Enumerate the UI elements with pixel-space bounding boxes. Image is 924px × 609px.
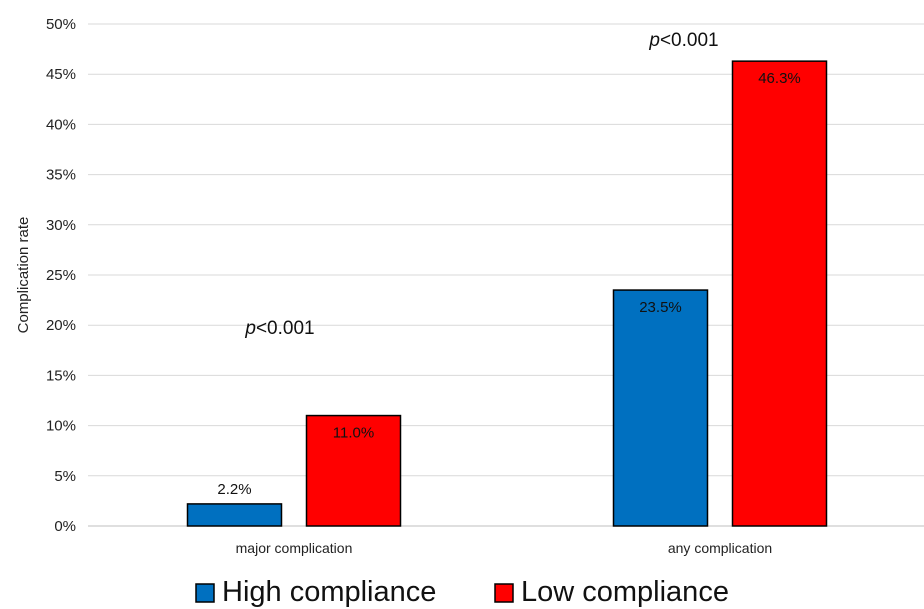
- y-tick-label: 40%: [46, 116, 76, 133]
- x-axis-categories: major complication any complication: [236, 540, 773, 556]
- x-category-label: major complication: [236, 540, 353, 556]
- y-tick-label: 15%: [46, 367, 76, 384]
- y-axis-label: Complication rate: [15, 217, 32, 334]
- data-label: 11.0%: [333, 425, 374, 442]
- y-tick-label: 10%: [46, 418, 76, 435]
- y-tick-label: 45%: [46, 66, 76, 83]
- y-tick-label: 25%: [46, 267, 76, 284]
- y-tick-label: 5%: [54, 468, 76, 485]
- bar-low-compliance: [731, 60, 828, 527]
- data-label: 23.5%: [639, 299, 682, 316]
- data-labels: 2.2% 23.5% 11.0% 46.3%: [217, 70, 800, 498]
- p-value-annotation: p<0.001: [648, 30, 718, 51]
- y-tick-label: 50%: [46, 16, 76, 33]
- y-tick-label: 20%: [46, 317, 76, 334]
- y-axis-ticks: 0% 5% 10% 15% 20% 25% 30% 35% 40% 45% 50%: [46, 16, 76, 535]
- data-label: 46.3%: [758, 70, 801, 87]
- y-tick-label: 30%: [46, 217, 76, 234]
- bar-high-compliance: [612, 289, 709, 527]
- p-threshold: <0.001: [256, 318, 315, 339]
- legend: High compliance Low compliance: [195, 576, 729, 608]
- y-tick-label: 0%: [54, 518, 76, 535]
- p-symbol: p: [648, 30, 660, 51]
- legend-swatch-low: [494, 583, 514, 603]
- x-category-label: any complication: [668, 540, 772, 556]
- bar-low-compliance: [305, 414, 402, 527]
- bar-high-compliance: [186, 503, 283, 527]
- bars: [186, 60, 828, 527]
- legend-label: High compliance: [222, 576, 436, 608]
- p-value-annotation: p<0.001: [244, 318, 314, 339]
- legend-label: Low compliance: [521, 576, 729, 608]
- data-label: 2.2%: [217, 481, 251, 498]
- p-symbol: p: [244, 318, 256, 339]
- legend-swatch-high: [195, 583, 215, 603]
- p-threshold: <0.001: [660, 30, 719, 51]
- y-tick-label: 35%: [46, 167, 76, 184]
